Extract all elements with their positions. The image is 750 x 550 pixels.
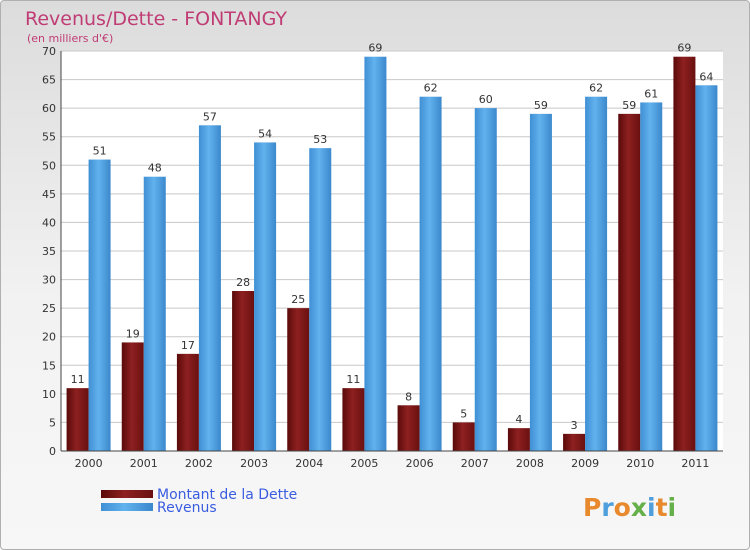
y-tick-label: 40: [42, 216, 56, 229]
y-tick-label: 15: [42, 359, 56, 372]
y-tick-label: 50: [42, 159, 56, 172]
y-tick-label: 55: [42, 131, 56, 144]
y-tick-label: 45: [42, 188, 56, 201]
data-label: 11: [71, 373, 85, 386]
data-label: 57: [203, 110, 217, 123]
data-label: 59: [622, 99, 636, 112]
y-tick-label: 65: [42, 74, 56, 87]
bar-revenus: [88, 159, 111, 452]
bar-revenus: [254, 142, 277, 451]
data-label: 69: [368, 42, 382, 55]
bar-revenus: [364, 56, 387, 451]
chart-subtitle: (en milliers d'€): [27, 32, 113, 45]
bar-revenus: [529, 113, 552, 451]
bar-revenus: [143, 176, 166, 451]
data-label: 19: [126, 327, 140, 340]
legend-swatch: [101, 490, 153, 498]
y-tick-label: 60: [42, 102, 56, 115]
bar-dette: [176, 353, 199, 451]
x-tick-label: 2003: [240, 457, 268, 470]
data-label: 51: [93, 145, 107, 158]
data-label: 3: [571, 419, 578, 432]
y-tick-label: 5: [49, 416, 56, 429]
bar-revenus: [585, 96, 608, 451]
data-label: 48: [148, 162, 162, 175]
legend-swatch: [101, 503, 153, 511]
bar-dette: [287, 308, 310, 451]
data-label: 53: [313, 133, 327, 146]
logo-text: Proxiti: [583, 493, 676, 522]
bar-dette: [563, 433, 586, 451]
data-label: 4: [515, 413, 522, 426]
data-label: 54: [258, 127, 272, 140]
bar-dette: [66, 388, 89, 451]
data-label: 17: [181, 339, 195, 352]
bar-dette: [397, 405, 420, 451]
data-label: 5: [460, 407, 467, 420]
y-tick-label: 30: [42, 274, 56, 287]
x-tick-label: 2005: [350, 457, 378, 470]
bar-dette: [673, 56, 696, 451]
x-tick-label: 2002: [185, 457, 213, 470]
bar-dette: [232, 291, 255, 451]
x-tick-label: 2006: [406, 457, 434, 470]
data-label: 62: [589, 82, 603, 95]
y-tick-label: 20: [42, 331, 56, 344]
y-tick-label: 25: [42, 302, 56, 315]
legend-label: Revenus: [157, 500, 217, 516]
bar-dette: [618, 113, 641, 451]
y-tick-label: 35: [42, 245, 56, 258]
x-tick-label: 2009: [571, 457, 599, 470]
chart-title: Revenus/Dette - FONTANGY: [25, 8, 287, 30]
data-label: 62: [424, 82, 438, 95]
bar-revenus: [198, 125, 221, 452]
legend-label: Montant de la Dette: [157, 487, 297, 503]
bar-dette: [452, 422, 475, 451]
data-label: 59: [534, 99, 548, 112]
bar-dette: [121, 342, 144, 451]
proxiti-logo: Proxiti: [583, 493, 676, 522]
data-label: 60: [479, 93, 493, 106]
data-label: 28: [236, 276, 250, 289]
data-label: 64: [699, 70, 713, 83]
data-label: 11: [346, 373, 360, 386]
bar-revenus: [640, 102, 663, 451]
bar-dette: [507, 428, 530, 451]
x-tick-label: 2007: [461, 457, 489, 470]
x-tick-label: 2010: [626, 457, 654, 470]
y-tick-label: 70: [42, 45, 56, 58]
bar-dette: [342, 388, 365, 451]
data-label: 61: [644, 87, 658, 100]
bar-revenus: [309, 148, 332, 451]
x-tick-label: 2008: [516, 457, 544, 470]
bar-revenus: [474, 108, 497, 452]
x-tick-label: 2011: [681, 457, 709, 470]
y-tick-label: 0: [49, 445, 56, 458]
x-tick-label: 2000: [75, 457, 103, 470]
data-label: 8: [405, 390, 412, 403]
x-tick-label: 2001: [130, 457, 158, 470]
bar-revenus: [695, 85, 718, 452]
data-label: 25: [291, 293, 305, 306]
data-label: 69: [677, 42, 691, 55]
y-tick-label: 10: [42, 388, 56, 401]
x-tick-label: 2004: [295, 457, 323, 470]
bar-revenus: [419, 96, 442, 451]
